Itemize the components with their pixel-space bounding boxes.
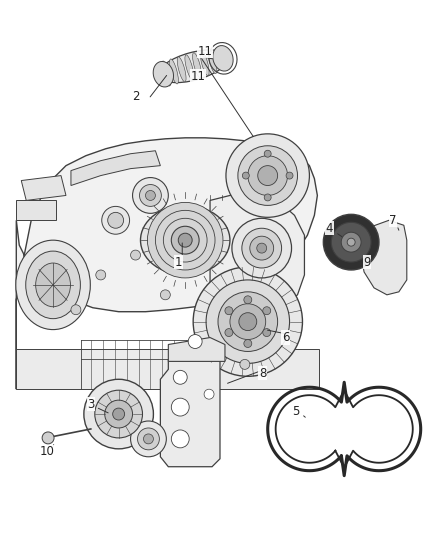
Circle shape <box>144 434 153 444</box>
Circle shape <box>148 203 223 278</box>
Circle shape <box>258 166 278 185</box>
Circle shape <box>195 350 205 359</box>
Circle shape <box>244 340 252 348</box>
Circle shape <box>323 214 379 270</box>
Circle shape <box>131 250 141 260</box>
Ellipse shape <box>162 61 171 86</box>
Ellipse shape <box>16 240 90 329</box>
Circle shape <box>263 307 271 314</box>
Circle shape <box>42 432 54 444</box>
Text: 7: 7 <box>389 214 397 227</box>
Circle shape <box>145 190 155 200</box>
Text: 2: 2 <box>132 90 139 102</box>
Circle shape <box>264 194 271 201</box>
Circle shape <box>250 236 274 260</box>
Circle shape <box>96 270 106 280</box>
Circle shape <box>140 184 161 206</box>
Circle shape <box>264 150 271 157</box>
Polygon shape <box>16 350 319 389</box>
Circle shape <box>242 172 249 179</box>
Ellipse shape <box>153 61 173 87</box>
Circle shape <box>248 156 288 196</box>
Text: 3: 3 <box>87 398 95 410</box>
Text: 6: 6 <box>282 331 290 344</box>
Circle shape <box>160 290 170 300</box>
Text: 10: 10 <box>40 445 55 458</box>
Circle shape <box>206 280 290 364</box>
Polygon shape <box>71 151 160 185</box>
Polygon shape <box>21 175 66 200</box>
Polygon shape <box>168 337 225 361</box>
Circle shape <box>171 430 189 448</box>
Circle shape <box>240 359 250 369</box>
Circle shape <box>193 267 303 376</box>
Circle shape <box>95 390 142 438</box>
Text: 11: 11 <box>191 70 205 83</box>
Polygon shape <box>16 200 56 220</box>
Circle shape <box>230 304 266 340</box>
Circle shape <box>239 313 257 330</box>
Circle shape <box>263 329 271 336</box>
Circle shape <box>178 233 192 247</box>
Circle shape <box>138 428 159 450</box>
Circle shape <box>232 219 292 278</box>
Text: 9: 9 <box>363 255 371 269</box>
Circle shape <box>347 238 355 246</box>
Text: 1: 1 <box>174 255 182 269</box>
Circle shape <box>84 379 153 449</box>
Circle shape <box>331 222 371 262</box>
Ellipse shape <box>185 55 194 80</box>
Circle shape <box>155 211 215 270</box>
Circle shape <box>113 408 124 420</box>
Circle shape <box>171 398 189 416</box>
Polygon shape <box>361 220 407 295</box>
Circle shape <box>225 307 233 314</box>
Ellipse shape <box>159 50 228 83</box>
Circle shape <box>188 335 202 349</box>
Text: 4: 4 <box>325 222 333 235</box>
Circle shape <box>105 400 133 428</box>
Ellipse shape <box>200 51 209 76</box>
Circle shape <box>108 212 124 228</box>
Text: 8: 8 <box>259 367 266 380</box>
Circle shape <box>341 232 361 252</box>
Circle shape <box>226 134 309 217</box>
Ellipse shape <box>141 205 230 275</box>
Ellipse shape <box>177 57 186 82</box>
Circle shape <box>171 226 199 254</box>
Circle shape <box>173 370 187 384</box>
Circle shape <box>286 172 293 179</box>
Circle shape <box>238 146 297 205</box>
Circle shape <box>133 177 168 213</box>
Ellipse shape <box>213 46 233 71</box>
Circle shape <box>204 389 214 399</box>
Circle shape <box>71 305 81 314</box>
Circle shape <box>257 243 267 253</box>
Circle shape <box>102 206 130 234</box>
Circle shape <box>163 219 207 262</box>
Circle shape <box>218 292 278 351</box>
Polygon shape <box>210 196 304 320</box>
Polygon shape <box>16 138 318 389</box>
Polygon shape <box>160 359 220 467</box>
Ellipse shape <box>193 53 201 78</box>
Circle shape <box>244 296 252 304</box>
Ellipse shape <box>170 59 178 84</box>
Ellipse shape <box>208 49 217 74</box>
Text: 11: 11 <box>198 45 212 58</box>
Text: 5: 5 <box>292 405 299 417</box>
Circle shape <box>242 228 282 268</box>
Circle shape <box>225 329 233 336</box>
Ellipse shape <box>35 263 71 307</box>
Circle shape <box>131 421 166 457</box>
Ellipse shape <box>26 251 81 319</box>
